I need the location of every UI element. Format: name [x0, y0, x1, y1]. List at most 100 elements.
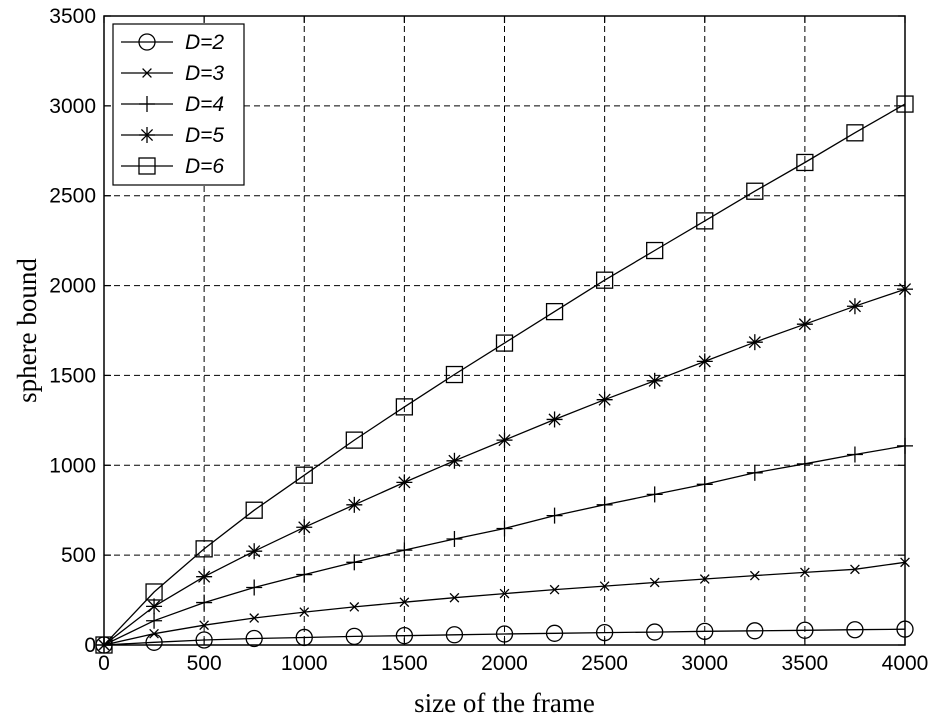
circle-marker — [295, 628, 313, 647]
series-line — [103, 445, 906, 646]
x-tick-label: 4000 — [882, 652, 929, 675]
star-marker — [897, 281, 913, 298]
x-tick-label: 2500 — [581, 652, 628, 675]
legend-item: D=6 — [121, 155, 224, 178]
y-tick-label: 0 — [84, 634, 96, 657]
plus-marker — [596, 496, 613, 513]
star-marker — [746, 334, 763, 351]
star-marker — [146, 598, 163, 615]
plus-marker — [546, 507, 563, 524]
x-marker — [449, 592, 460, 603]
plus-marker — [446, 530, 463, 547]
x-marker — [199, 620, 209, 631]
y-tick-label: 2500 — [49, 185, 96, 208]
square-marker — [95, 636, 113, 654]
grid — [104, 16, 905, 645]
series-D=4 — [96, 437, 913, 653]
x-marker — [900, 557, 910, 568]
legend-item: D=3 — [121, 62, 224, 85]
legend-item: D=5 — [121, 124, 224, 147]
circle-marker — [746, 622, 764, 640]
square-marker — [138, 157, 156, 175]
circle-marker — [846, 621, 864, 639]
star-marker — [296, 519, 313, 536]
star-marker — [396, 474, 413, 491]
y-tick-label: 1000 — [49, 454, 96, 477]
x-tick-label: 500 — [187, 652, 222, 675]
x-marker — [699, 574, 710, 584]
plus-marker — [846, 446, 863, 463]
plus-marker — [746, 464, 763, 481]
legend-label: D=4 — [185, 93, 224, 116]
x-tick-label: 1000 — [281, 652, 328, 675]
legend-label: D=3 — [185, 62, 224, 85]
x-marker — [850, 564, 860, 575]
x-tick-label: 1500 — [381, 652, 428, 675]
circle-marker — [595, 623, 614, 642]
x-tick-label: 2000 — [481, 652, 528, 675]
circle-marker — [138, 33, 156, 51]
star-marker — [546, 411, 563, 428]
square-marker — [395, 398, 414, 416]
plus-marker — [196, 594, 213, 611]
square-marker — [495, 334, 514, 352]
star-marker — [646, 372, 663, 389]
star-marker — [496, 432, 513, 449]
legend-item: D=2 — [121, 31, 224, 54]
plus-marker — [296, 566, 313, 583]
square-marker — [846, 124, 864, 142]
x-marker — [549, 584, 560, 595]
legend-label: D=6 — [185, 155, 224, 178]
x-tick-label: 0 — [98, 652, 110, 675]
square-marker — [595, 271, 614, 289]
square-marker — [545, 302, 564, 321]
x-tick-label: 3000 — [681, 652, 728, 675]
y-tick-label: 500 — [61, 544, 96, 567]
circle-marker — [445, 626, 464, 644]
plus-marker — [146, 612, 163, 629]
square-marker — [245, 501, 263, 519]
star-marker — [346, 496, 363, 513]
star-marker — [196, 568, 213, 585]
legend-item: D=4 — [121, 93, 224, 116]
series-group — [95, 95, 914, 654]
circle-marker — [345, 627, 363, 646]
y-tick-label: 2000 — [49, 275, 96, 298]
axis-ticks: 0 500 1000 1500 2000 2500 3000 3500 4000 0 500 1000… — [49, 5, 928, 675]
circle-marker — [395, 627, 414, 645]
circle-marker — [646, 623, 664, 641]
legend-label: D=2 — [185, 31, 224, 54]
x-marker — [249, 613, 260, 623]
star-marker — [596, 391, 613, 408]
square-marker — [696, 212, 714, 230]
circle-marker — [896, 620, 914, 638]
plus-marker — [646, 486, 663, 503]
x-marker — [142, 68, 152, 78]
square-marker — [295, 466, 313, 484]
x-marker — [649, 577, 660, 588]
plus-marker — [696, 476, 713, 493]
y-tick-label: 3500 — [49, 5, 96, 28]
y-tick-label: 3000 — [49, 95, 96, 118]
y-tick-label: 1500 — [49, 364, 96, 387]
square-marker — [896, 95, 914, 113]
plus-marker — [346, 554, 363, 571]
plus-marker — [897, 437, 913, 454]
legend-label: D=5 — [185, 124, 224, 147]
plus-marker — [496, 520, 513, 537]
circle-marker — [796, 621, 814, 639]
series-line — [103, 561, 906, 646]
square-marker — [796, 153, 814, 172]
series-line — [103, 103, 906, 646]
star-marker — [246, 543, 263, 560]
plus-marker — [246, 579, 263, 596]
star-marker — [846, 298, 863, 315]
circle-marker — [696, 622, 714, 640]
x-marker — [499, 588, 510, 599]
x-marker — [349, 602, 360, 612]
x-marker — [149, 628, 159, 639]
plus-marker — [139, 96, 155, 112]
star-marker — [796, 316, 813, 333]
square-marker — [195, 540, 213, 558]
